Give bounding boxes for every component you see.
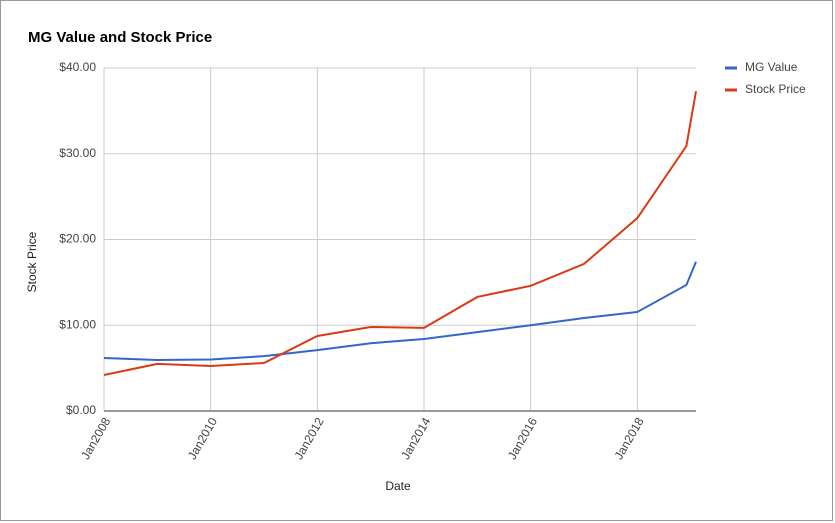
y-tick-label: $30.00 — [59, 146, 96, 160]
y-tick-label: $20.00 — [59, 232, 96, 246]
chart-title: MG Value and Stock Price — [28, 29, 212, 46]
line-series — [103, 90, 697, 376]
y-tick-label: $10.00 — [59, 317, 96, 331]
y-tick-label: $0.00 — [66, 403, 96, 417]
legend-label: Stock Price — [745, 82, 806, 96]
x-axis-label: Date — [385, 479, 411, 493]
line-series — [103, 261, 697, 361]
legend-label: MG Value — [745, 60, 798, 74]
y-tick-label: $40.00 — [59, 60, 96, 74]
y-axis-label: Stock Price — [25, 231, 39, 292]
